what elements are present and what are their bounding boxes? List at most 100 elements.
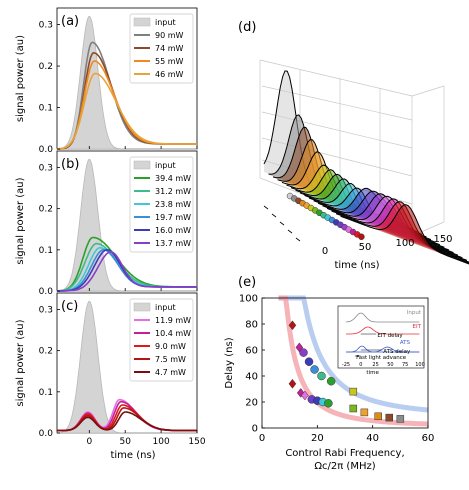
legend-label: 7.5 mW	[155, 355, 186, 364]
grid-line	[259, 59, 413, 97]
data-point	[385, 413, 394, 422]
panel-label: (a)	[61, 14, 79, 29]
delay-dot	[358, 233, 365, 241]
data-point	[396, 415, 405, 423]
inset-tick-label: 0	[359, 362, 362, 368]
inset-eit-delay-label: EIT delay	[377, 333, 403, 339]
x-axis-label-2: Ωc/2π (MHz)	[314, 461, 375, 472]
x-axis-label: Control Rabi Frequency,	[285, 448, 404, 459]
legend-label: 31.2 mW	[155, 187, 191, 196]
y-axis-label: signal power (au)	[15, 319, 26, 406]
x-tick-label: 50	[359, 242, 372, 253]
data-point	[301, 390, 309, 401]
y-tick-label: 0.2	[39, 205, 53, 215]
legend-label: 16.0 mW	[155, 226, 191, 235]
legend-label: 9.0 mW	[155, 342, 186, 351]
y-tick-label: 0.0	[39, 287, 54, 297]
x-tick-label: 0	[322, 246, 328, 257]
inset-frame	[337, 305, 425, 369]
y-tick-label: 0.1	[39, 246, 53, 256]
panel-c: 0.0 0.1 0.2 0.3 0 50 100 150 (c) signal power (au…	[15, 292, 206, 461]
panel-label: (b)	[61, 157, 79, 172]
legend-swatch	[133, 17, 151, 27]
legend-label: 19.7 mW	[155, 213, 191, 222]
data-point	[288, 378, 297, 389]
inset-tick-label: 25	[372, 362, 378, 368]
legend-label: 39.4 mW	[155, 174, 191, 183]
x-tick-label: 50	[119, 437, 131, 447]
y-tick-label: 0	[252, 424, 258, 435]
legend-label: input	[155, 18, 176, 27]
legend-swatch	[133, 160, 151, 170]
legend-label: 10.4 mW	[155, 329, 191, 338]
waterfall-line	[340, 204, 469, 265]
axes-frame	[261, 297, 429, 429]
panel-e: (e) 0 20 40 60 80 100 0 20 40 60 Delay (ns) Control …	[224, 275, 434, 472]
inset-input-label: Input	[407, 310, 422, 316]
data-point	[360, 408, 369, 417]
inset-tick-label: -25	[342, 362, 350, 368]
inset-fast-label: Fast light advance	[356, 355, 407, 361]
legend-label: input	[155, 303, 176, 312]
legend-box	[129, 156, 194, 253]
side-tick	[279, 221, 285, 226]
inset-tick-label: 100	[415, 362, 425, 368]
inset-ats-trace-2	[346, 346, 420, 353]
legend-label: input	[155, 161, 176, 170]
inset-eit-trace	[346, 326, 420, 335]
x-axis-label: time (ns)	[110, 450, 155, 461]
inset-xlabel: time	[366, 370, 379, 376]
y-tick-label: 80	[245, 320, 258, 331]
legend-label: 90 mW	[155, 31, 184, 40]
eit-curve	[278, 295, 428, 427]
y-tick-label: 100	[239, 294, 258, 305]
waterfall-fill	[309, 188, 449, 250]
data-point	[326, 376, 336, 386]
x-tick-label: 150	[433, 234, 452, 245]
y-axis-label: signal power (au)	[15, 35, 26, 122]
x-tick-label: 0	[86, 437, 92, 447]
x-tick-label: 100	[153, 437, 170, 447]
panel-label: (d)	[238, 20, 256, 35]
x-tick-label: 0	[259, 433, 265, 444]
x-axis-label: time (ns)	[334, 260, 379, 271]
y-axis-label: Delay (ns)	[224, 337, 235, 388]
panel-a: 0.0 0.1 0.2 0.3 (a) signal power (au) input 90 …	[15, 7, 198, 155]
y-tick-label: 0.3	[39, 21, 53, 31]
inset-tick-label: 75	[402, 362, 408, 368]
legend-label: 55 mW	[155, 57, 184, 66]
waterfall-fill	[340, 204, 469, 264]
legend-label: 13.7 mW	[155, 239, 191, 248]
legend-label: 11.9 mW	[155, 316, 191, 325]
side-tick	[271, 213, 277, 218]
y-tick-label: 40	[245, 372, 258, 383]
legend-label: 23.8 mW	[155, 200, 191, 209]
y-tick-label: 0.2	[39, 62, 53, 72]
y-tick-label: 60	[245, 346, 258, 357]
panel-d: (d) 0 50 100 150 time (ns)	[238, 20, 469, 271]
legend-swatch	[133, 302, 151, 312]
x-tick-label: 100	[395, 238, 414, 249]
x-tick-label: 20	[311, 433, 324, 444]
y-tick-label: 0.1	[39, 104, 53, 114]
y-tick-label: 20	[245, 398, 258, 409]
y-tick-label: 0.0	[39, 145, 54, 155]
inset-input-trace	[346, 312, 420, 323]
side-tick	[295, 237, 301, 242]
inset-eit-label: EIT	[413, 324, 422, 330]
y-tick-label: 0.1	[39, 388, 53, 398]
data-point	[317, 371, 326, 381]
legend-label: 74 mW	[155, 44, 184, 53]
series-line	[56, 72, 197, 150]
y-tick-label: 0.0	[39, 429, 54, 439]
legend-label: 46 mW	[155, 70, 184, 79]
panel-label: (c)	[61, 299, 78, 314]
side-tick	[287, 229, 293, 234]
inset-ats-delay-label: ATS delay	[383, 349, 411, 355]
x-tick-label: 60	[422, 433, 435, 444]
series-line	[57, 411, 197, 432]
inset-ats-label: ATS	[400, 340, 411, 346]
data-point	[304, 357, 314, 366]
